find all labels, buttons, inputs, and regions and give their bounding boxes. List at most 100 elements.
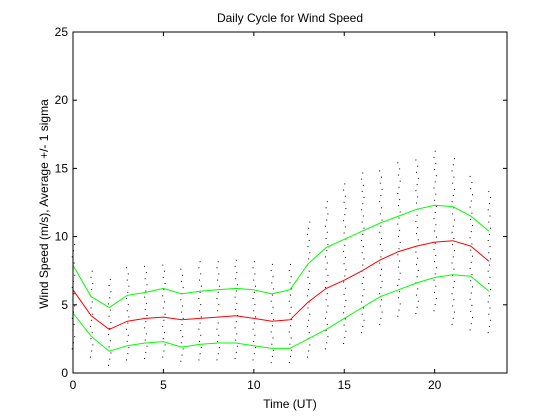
observation-dot: [309, 344, 311, 346]
observation-dot: [254, 304, 256, 306]
series-line-average: [72, 240, 490, 330]
observation-dot: [451, 170, 453, 172]
observation-dot: [217, 279, 219, 281]
observation-dot: [469, 268, 471, 269]
observation-dot: [325, 348, 326, 350]
observation-dot: [289, 313, 291, 314]
observation-dot: [325, 207, 327, 209]
observation-dot: [399, 242, 401, 244]
observation-dot: [469, 329, 471, 331]
observation-dot: [434, 169, 436, 171]
observation-dot: [435, 255, 437, 256]
observation-dot: [145, 321, 147, 323]
observation-dot: [144, 339, 146, 341]
observation-dot: [417, 300, 419, 302]
x-axis-label: Time (UT): [263, 397, 317, 411]
observation-dot: [452, 244, 454, 246]
observation-dot: [488, 283, 490, 284]
observation-dot: [308, 350, 310, 352]
observation-dot: [326, 342, 328, 344]
observation-dot: [180, 330, 182, 331]
observation-dot: [108, 346, 110, 348]
observation-dot: [306, 233, 308, 235]
y-axis-label: Wind Speed (m/s), Average +/- 1 sigma: [37, 99, 51, 309]
observation-dot: [290, 276, 292, 278]
observation-dot: [308, 289, 310, 291]
observation-dot: [270, 331, 272, 333]
observation-dot: [234, 296, 236, 298]
observation-dot: [471, 182, 473, 183]
observation-dot: [235, 278, 237, 280]
observation-dot: [144, 265, 146, 267]
observation-dot: [270, 270, 272, 271]
observation-dot: [216, 298, 218, 299]
observation-dot: [180, 280, 182, 282]
observation-dot: [126, 279, 128, 281]
observation-dot: [325, 256, 326, 258]
observation-dot: [343, 324, 345, 326]
observation-dot: [199, 353, 201, 355]
observation-dot: [253, 340, 255, 342]
observation-dot: [362, 233, 364, 235]
observation-dot: [453, 311, 455, 313]
observation-dot: [381, 238, 382, 239]
observation-dot: [417, 288, 419, 290]
observation-dot: [399, 272, 401, 274]
observation-dot: [397, 193, 399, 194]
observation-dot: [416, 202, 417, 204]
observation-dot: [71, 256, 73, 258]
observation-dot: [469, 298, 471, 300]
observation-dot: [381, 250, 383, 252]
observation-dot: [471, 304, 473, 306]
observation-dot: [325, 299, 327, 301]
observation-dot: [271, 282, 273, 284]
observation-dot: [397, 266, 399, 268]
observation-dot: [416, 276, 418, 278]
observation-dot: [109, 297, 111, 299]
observation-dot: [325, 225, 326, 227]
observation-dot: [217, 261, 219, 263]
observation-dot: [435, 162, 437, 164]
observation-dot: [434, 181, 436, 183]
observation-dot: [91, 332, 93, 334]
observation-dot: [108, 303, 109, 305]
observation-dot: [126, 328, 127, 330]
observation-dot: [416, 294, 417, 296]
observation-dot: [345, 330, 347, 332]
observation-dot: [326, 293, 328, 295]
observation-dot: [127, 304, 129, 306]
observation-dot: [164, 344, 166, 346]
observation-dot: [381, 207, 382, 209]
observation-dot: [255, 347, 256, 349]
observation-dot: [326, 262, 328, 264]
observation-dot: [416, 306, 418, 308]
observation-dot: [470, 323, 472, 325]
observation-dot: [162, 276, 164, 278]
observation-dot: [452, 305, 454, 307]
observation-dot: [453, 268, 455, 270]
observation-dot: [415, 251, 417, 253]
observation-dot: [218, 273, 220, 275]
observation-dot: [236, 302, 238, 304]
observation-dot: [345, 300, 347, 301]
observation-dot: [435, 236, 437, 238]
observation-dot: [182, 274, 184, 276]
observation-dot: [379, 231, 381, 233]
axes: 0 5 10 15 20 0 5 10 15 20 25: [55, 25, 508, 392]
observation-dot: [253, 322, 255, 324]
observation-dot: [108, 315, 110, 317]
observation-dot: [397, 205, 399, 207]
observation-dot: [273, 288, 275, 290]
observation-dot: [488, 252, 490, 254]
observation-dot: [288, 270, 290, 271]
series-line-upper-sigma: [72, 204, 490, 309]
observation-dot: [146, 315, 148, 316]
observation-dot: [472, 317, 473, 319]
observation-dot: [415, 190, 417, 192]
observation-dot: [307, 307, 309, 309]
observation-dot: [308, 332, 310, 334]
observation-dot: [288, 362, 290, 364]
observation-dot: [379, 213, 381, 215]
